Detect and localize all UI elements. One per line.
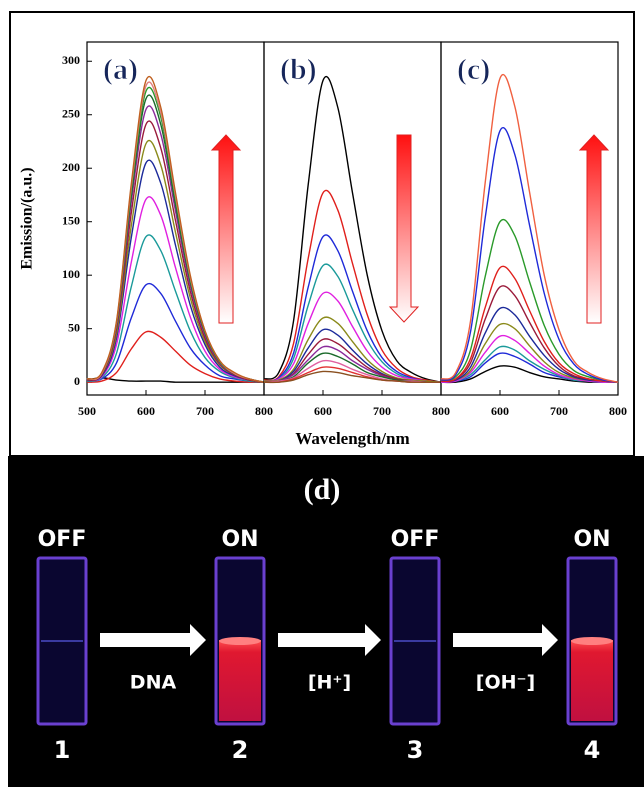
spectrum-line xyxy=(440,74,619,383)
charts: 500 600 700 800 0 50 100 150 200 250 300 (a) Emissio… xyxy=(19,41,627,448)
spectrum-line xyxy=(440,334,619,383)
spectrum-line xyxy=(440,306,619,383)
state-label: ON xyxy=(221,527,258,552)
panel-label: (c) xyxy=(457,53,490,86)
spectrum-line xyxy=(440,265,619,383)
plot-frame xyxy=(440,41,619,396)
x-tick-label: 600 xyxy=(137,404,155,418)
x-tick-label: 500 xyxy=(78,404,96,418)
spectrum-line xyxy=(86,159,265,383)
y-tick-label: 50 xyxy=(68,320,80,334)
trend-arrows xyxy=(210,134,610,324)
spectrum-line xyxy=(86,282,265,383)
cuvette-number: 3 xyxy=(407,736,424,764)
x-axis-label: Wavelength/nm xyxy=(295,429,409,448)
x-tick-label: 700 xyxy=(196,404,214,418)
y-tick-label: 0 xyxy=(74,374,80,388)
x-tick-label: 800 xyxy=(609,404,627,418)
arrow-down xyxy=(388,134,420,323)
arrow-up xyxy=(578,134,610,324)
spectrum-line xyxy=(263,370,441,384)
spectrum-line xyxy=(86,75,265,383)
spectrum-line xyxy=(263,75,442,383)
photo-panel: OFF 1 ON 2 OFF 3 ON 4 DNA [H⁺] [OH⁻] xyxy=(36,527,618,764)
cuvette-number: 4 xyxy=(584,736,601,764)
arrow-up xyxy=(210,134,242,324)
spectrum-line xyxy=(263,359,442,383)
x-tick-label: 700 xyxy=(550,404,568,418)
y-tick-label: 100 xyxy=(62,267,80,281)
x-tick-label: 800 xyxy=(255,404,273,418)
spectrum-line xyxy=(440,218,619,383)
cuvette-liquid xyxy=(219,640,261,721)
spectrum-line xyxy=(440,127,619,383)
photo-background xyxy=(8,456,644,787)
step-label: [OH⁻] xyxy=(476,672,535,694)
photo-label: (d) xyxy=(304,473,341,506)
panel-label: (b) xyxy=(280,53,317,86)
cuvette-liquid xyxy=(571,640,613,721)
y-tick-label: 250 xyxy=(62,106,80,120)
cuvette-number: 1 xyxy=(54,736,71,764)
step-label: DNA xyxy=(130,672,177,694)
spectrum-line xyxy=(263,234,442,383)
spectrum-line xyxy=(86,330,265,383)
state-label: OFF xyxy=(391,527,440,552)
meniscus xyxy=(571,637,613,645)
spectrum-line xyxy=(440,365,618,384)
panel-label: (a) xyxy=(103,53,138,86)
spectrum-line xyxy=(263,316,442,383)
state-label: OFF xyxy=(38,527,87,552)
state-label: ON xyxy=(573,527,610,552)
y-tick-label: 150 xyxy=(62,213,80,227)
spectrum-line xyxy=(86,234,265,383)
step-arrow xyxy=(100,624,206,656)
step-label: [H⁺] xyxy=(308,672,351,694)
step-arrow xyxy=(278,624,381,656)
y-tick-label: 300 xyxy=(62,53,80,67)
meniscus xyxy=(219,637,261,645)
x-tick-label: 800 xyxy=(432,404,450,418)
x-tick-label: 600 xyxy=(491,404,509,418)
x-tick-label: 600 xyxy=(314,404,332,418)
spectrum-line xyxy=(86,377,264,383)
step-arrow xyxy=(453,624,558,656)
spectrum-line xyxy=(263,291,442,383)
y-axis-label: Emission/(a.u.) xyxy=(19,167,36,269)
cuvette-number: 2 xyxy=(232,736,249,764)
spectrum-line xyxy=(263,189,442,383)
y-tick-label: 200 xyxy=(62,160,80,174)
x-tick-label: 700 xyxy=(373,404,391,418)
spectrum-line xyxy=(86,196,265,383)
